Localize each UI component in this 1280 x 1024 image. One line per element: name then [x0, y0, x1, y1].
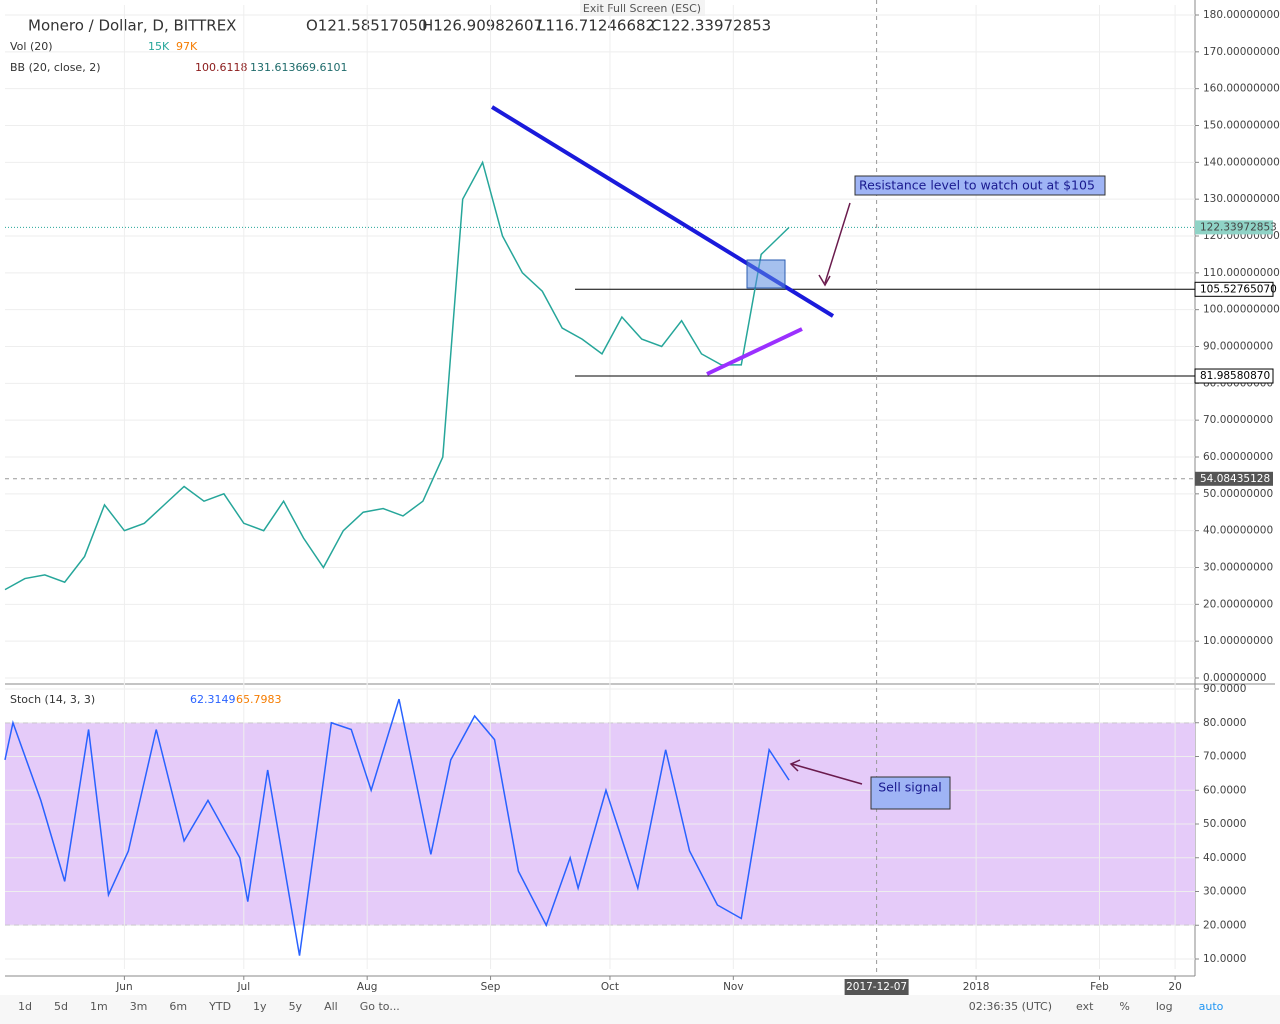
arrow: [791, 763, 863, 785]
y-tick-label: 30.00000000: [1203, 562, 1273, 574]
annotation: Resistance level to watch out at $105: [859, 178, 1095, 193]
bb-label: BB (20, close, 2): [10, 61, 101, 74]
range-button[interactable]: 3m: [130, 1000, 148, 1013]
y-tick-label: 70.00000000: [1203, 414, 1273, 426]
arrow-head: [818, 274, 831, 287]
y-tick-label: 40.00000000: [1203, 525, 1273, 537]
range-button[interactable]: 1d: [18, 1000, 32, 1013]
y-tick-label: 110.00000000: [1203, 267, 1280, 279]
y-tick-label: 10.0000: [1203, 953, 1246, 965]
y-tick-label: 150.00000000: [1203, 120, 1280, 132]
y-tick-label: 170.00000000: [1203, 46, 1280, 58]
x-tick-label: Oct: [601, 981, 619, 993]
y-tick-label: 60.0000: [1203, 784, 1246, 796]
price-tag-label: 54.08435128: [1200, 473, 1270, 485]
y-tick-label: 40.0000: [1203, 852, 1246, 864]
price-tag: [1195, 220, 1273, 235]
annotation-box: [870, 776, 951, 810]
clock: 02:36:35 (UTC): [969, 1000, 1052, 1013]
y-tick-label: 30.0000: [1203, 886, 1246, 898]
y-tick-label: 80.0000: [1203, 717, 1246, 729]
price-tag-label: 81.98580870: [1200, 370, 1270, 382]
y-tick-label: 100.00000000: [1203, 304, 1280, 316]
range-button[interactable]: 6m: [169, 1000, 187, 1013]
x-tick-label: 20: [1168, 981, 1181, 993]
price-tag-label: 122.33972853: [1200, 221, 1277, 233]
y-tick-label: 50.00000000: [1203, 488, 1273, 500]
exit-fullscreen[interactable]: [580, 0, 705, 16]
range-button[interactable]: YTD: [208, 1000, 231, 1013]
price-line: [4, 698, 790, 956]
range-button[interactable]: 5d: [54, 1000, 68, 1013]
highlight-box: [746, 259, 786, 289]
y-tick-label: 10.00000000: [1203, 635, 1273, 647]
y-tick-label: 70.0000: [1203, 751, 1246, 763]
x-tick-label: 2018: [963, 981, 990, 993]
y-tick-label: 180.00000000: [1203, 9, 1280, 21]
y-tick-label: 160.00000000: [1203, 83, 1280, 95]
range-button[interactable]: Go to...: [360, 1000, 400, 1013]
vol-value: 97K: [176, 40, 198, 53]
range-button[interactable]: 1m: [90, 1000, 108, 1013]
price-tag: [1194, 281, 1274, 297]
x-tick-label: Sep: [481, 981, 501, 993]
y-tick-label: 50.0000: [1203, 818, 1246, 830]
close: C122.33972853: [651, 17, 771, 35]
symbol: Monero / Dollar, D, BITTREX: [28, 17, 236, 35]
option-button[interactable]: ext: [1076, 1000, 1094, 1013]
x-tick-label: Aug: [357, 981, 378, 993]
trend-line: [706, 327, 803, 376]
bb-value: 100.6118: [195, 61, 248, 74]
bb-value: 69.6101: [302, 61, 348, 74]
y-tick-label: 60.00000000: [1203, 451, 1273, 463]
range-button[interactable]: All: [324, 1000, 338, 1013]
y-tick-label: 20.0000: [1203, 919, 1246, 931]
low: L116.71246682: [537, 17, 655, 35]
y-tick-label: 20.00000000: [1203, 598, 1273, 610]
price-line: [4, 160, 790, 591]
date-tag: [844, 979, 909, 995]
arrow: [824, 202, 851, 284]
date-tag-label: 2017-12-07: [846, 981, 907, 993]
high: H126.90982607: [422, 17, 543, 35]
option-button[interactable]: auto: [1199, 1000, 1224, 1013]
annotation: Sell signal: [878, 780, 942, 795]
vol-value: 15K: [148, 40, 170, 53]
stoch-value: 62.3149: [190, 693, 236, 706]
x-tick-label: Jun: [115, 981, 132, 993]
option-button[interactable]: %: [1119, 1000, 1129, 1013]
arrow-head: [789, 759, 801, 772]
range-button[interactable]: 5y: [289, 1000, 303, 1013]
price-tag-label: 105.52765070: [1200, 283, 1277, 295]
toolbar: [0, 995, 1280, 1024]
price-tag: [1194, 368, 1274, 384]
y-tick-label: 130.00000000: [1203, 193, 1280, 205]
toolbar-buttons: 1d 5d 1m 3m 6m YTD 1y 5y All Go to... 02:36:35 (UT…: [18, 1000, 1224, 1013]
y-tick-label: 140.00000000: [1203, 156, 1280, 168]
vol-label: Vol (20): [10, 40, 53, 53]
y-tick-label: 90.0000: [1203, 683, 1246, 695]
plot-area: 0.00000000 10.00000000 20.00000000 30.00000…: [4, 0, 1280, 995]
x-tick-label: Nov: [723, 981, 744, 993]
y-tick-label: 0.00000000: [1203, 672, 1266, 684]
range-button[interactable]: 1y: [253, 1000, 267, 1013]
option-button[interactable]: log: [1156, 1000, 1173, 1013]
price-tag: [1195, 471, 1273, 486]
annotation-box: [854, 175, 1106, 196]
x-tick-label: Feb: [1090, 981, 1109, 993]
x-tick-label: Jul: [236, 981, 250, 993]
exit-fullscreen-label[interactable]: Exit Full Screen (ESC): [583, 2, 701, 15]
y-tick-label: 90.00000000: [1203, 341, 1273, 353]
stoch-value: 65.7983: [236, 693, 282, 706]
stoch-label: Stoch (14, 3, 3): [10, 693, 95, 706]
bb-value: 131.6136: [250, 61, 303, 74]
